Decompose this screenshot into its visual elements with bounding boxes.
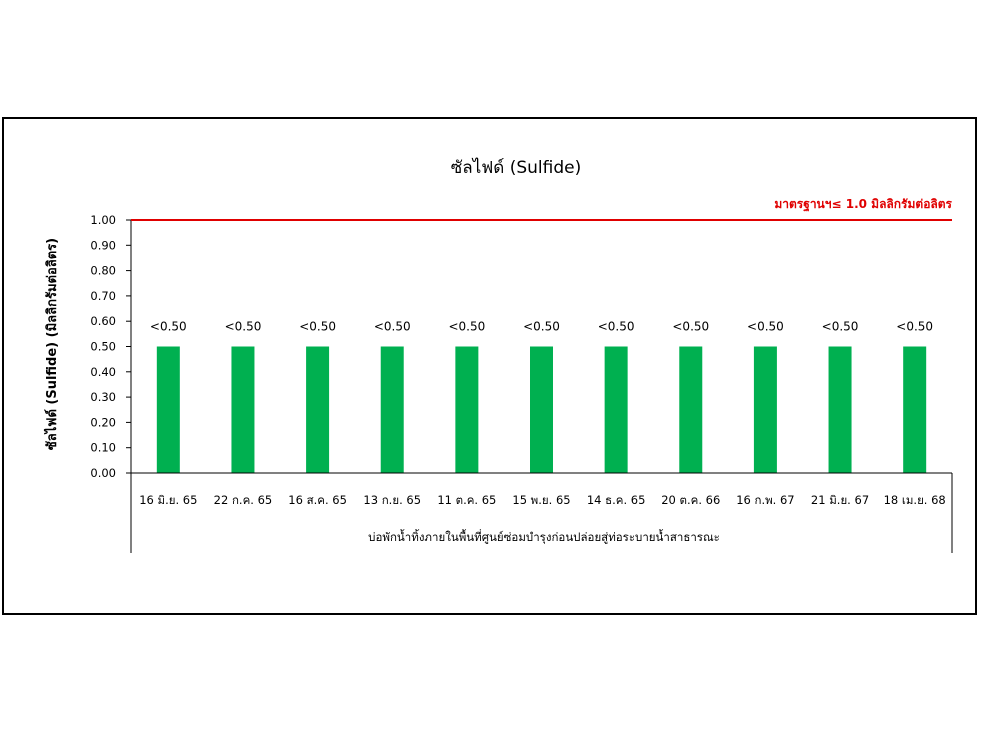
data-label: <0.50 (225, 320, 262, 334)
bar (231, 346, 255, 473)
bar (306, 346, 330, 473)
data-label: <0.50 (448, 320, 485, 334)
y-tick-label: 0.70 (90, 289, 116, 303)
data-label: <0.50 (299, 320, 336, 334)
bar (156, 346, 180, 473)
bar (828, 346, 852, 473)
y-tick-label: 1.00 (90, 213, 116, 227)
data-labels: <0.50 <0.50 <0.50 <0.50 <0.50 <0.50 <0.50 <0.50… (150, 320, 933, 334)
y-tick-label: 0.50 (90, 340, 116, 354)
bar (753, 346, 777, 473)
x-category-label: 14 ธ.ค. 65 (587, 493, 646, 507)
data-label: <0.50 (747, 320, 784, 334)
x-category-label: 13 ก.ย. 65 (363, 493, 421, 507)
data-label: <0.50 (150, 320, 187, 334)
data-label: <0.50 (822, 320, 859, 334)
chart-svg: ซัลไฟด์ (Sulfide) ซัลไฟด์ (Sulfide) (มิล… (43, 157, 953, 553)
chart-title: ซัลไฟด์ (Sulfide) (451, 157, 582, 178)
y-tick-label: 0.30 (90, 390, 116, 404)
data-label: <0.50 (896, 320, 933, 334)
x-category-label: 16 ส.ค. 65 (288, 493, 347, 507)
data-label: <0.50 (523, 320, 560, 334)
bar (380, 346, 404, 473)
y-tick-label: 0.00 (90, 466, 116, 480)
y-tick-label: 0.10 (90, 441, 116, 455)
bar (679, 346, 703, 473)
bar (604, 346, 628, 473)
x-category-label: 18 เม.ย. 68 (884, 493, 946, 507)
x-category-label: 21 มิ.ย. 67 (811, 493, 869, 507)
x-category-label: 20 ต.ค. 66 (661, 493, 720, 507)
y-tick-label: 0.40 (90, 365, 116, 379)
y-tick-label: 0.20 (90, 415, 116, 429)
y-tick-label: 0.80 (90, 264, 116, 278)
data-label: <0.50 (672, 320, 709, 334)
bar (455, 346, 479, 473)
x-category-labels: 16 มิ.ย. 65 22 ก.ค. 65 16 ส.ค. 65 13 ก.ย. 6… (139, 493, 946, 507)
y-tick-label: 0.90 (90, 238, 116, 252)
x-category-label: 22 ก.ค. 65 (214, 493, 273, 507)
data-label: <0.50 (598, 320, 635, 334)
bar (530, 346, 553, 473)
x-category-label: 15 พ.ย. 65 (512, 493, 570, 507)
bars (156, 346, 927, 473)
x-category-label: 11 ต.ค. 65 (437, 493, 496, 507)
data-label: <0.50 (374, 320, 411, 334)
x-category-label: 16 ก.พ. 67 (736, 493, 794, 507)
x-category-label: 16 มิ.ย. 65 (139, 493, 197, 507)
bar (903, 346, 927, 473)
chart-frame: ซัลไฟด์ (Sulfide) ซัลไฟด์ (Sulfide) (มิล… (2, 117, 977, 615)
y-tick-label: 0.60 (90, 314, 116, 328)
x-group-label: บ่อพักน้ำทิ้งภายในพื้นที่ศูนย์ซ่อมบำรุงก… (368, 529, 720, 544)
y-ticks: 0.00 0.10 0.20 0.30 0.40 0.50 0.60 0.70 0.80 0.90… (90, 213, 131, 480)
y-axis-label: ซัลไฟด์ (Sulfide) (มิลลิกรัมต่อลิตร) (43, 238, 60, 450)
standard-limit-label: มาตรฐานฯ≤ 1.0 มิลลิกรัมต่อลิตร (774, 197, 952, 212)
